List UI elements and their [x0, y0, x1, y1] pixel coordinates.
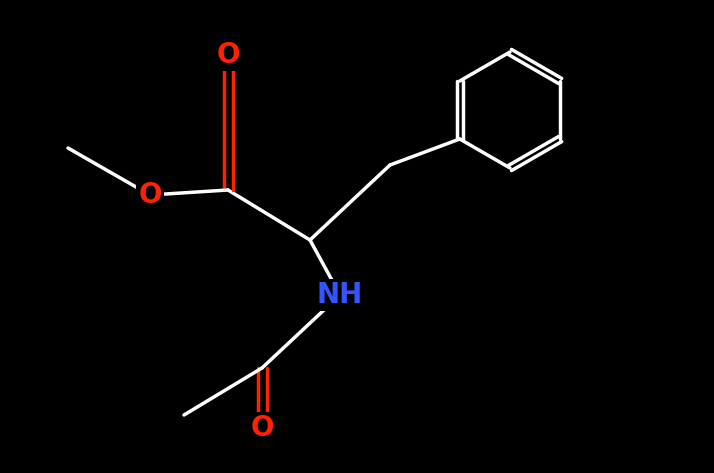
- Text: NH: NH: [317, 281, 363, 309]
- Text: O: O: [250, 414, 273, 442]
- Text: O: O: [139, 181, 162, 209]
- Text: O: O: [216, 41, 240, 69]
